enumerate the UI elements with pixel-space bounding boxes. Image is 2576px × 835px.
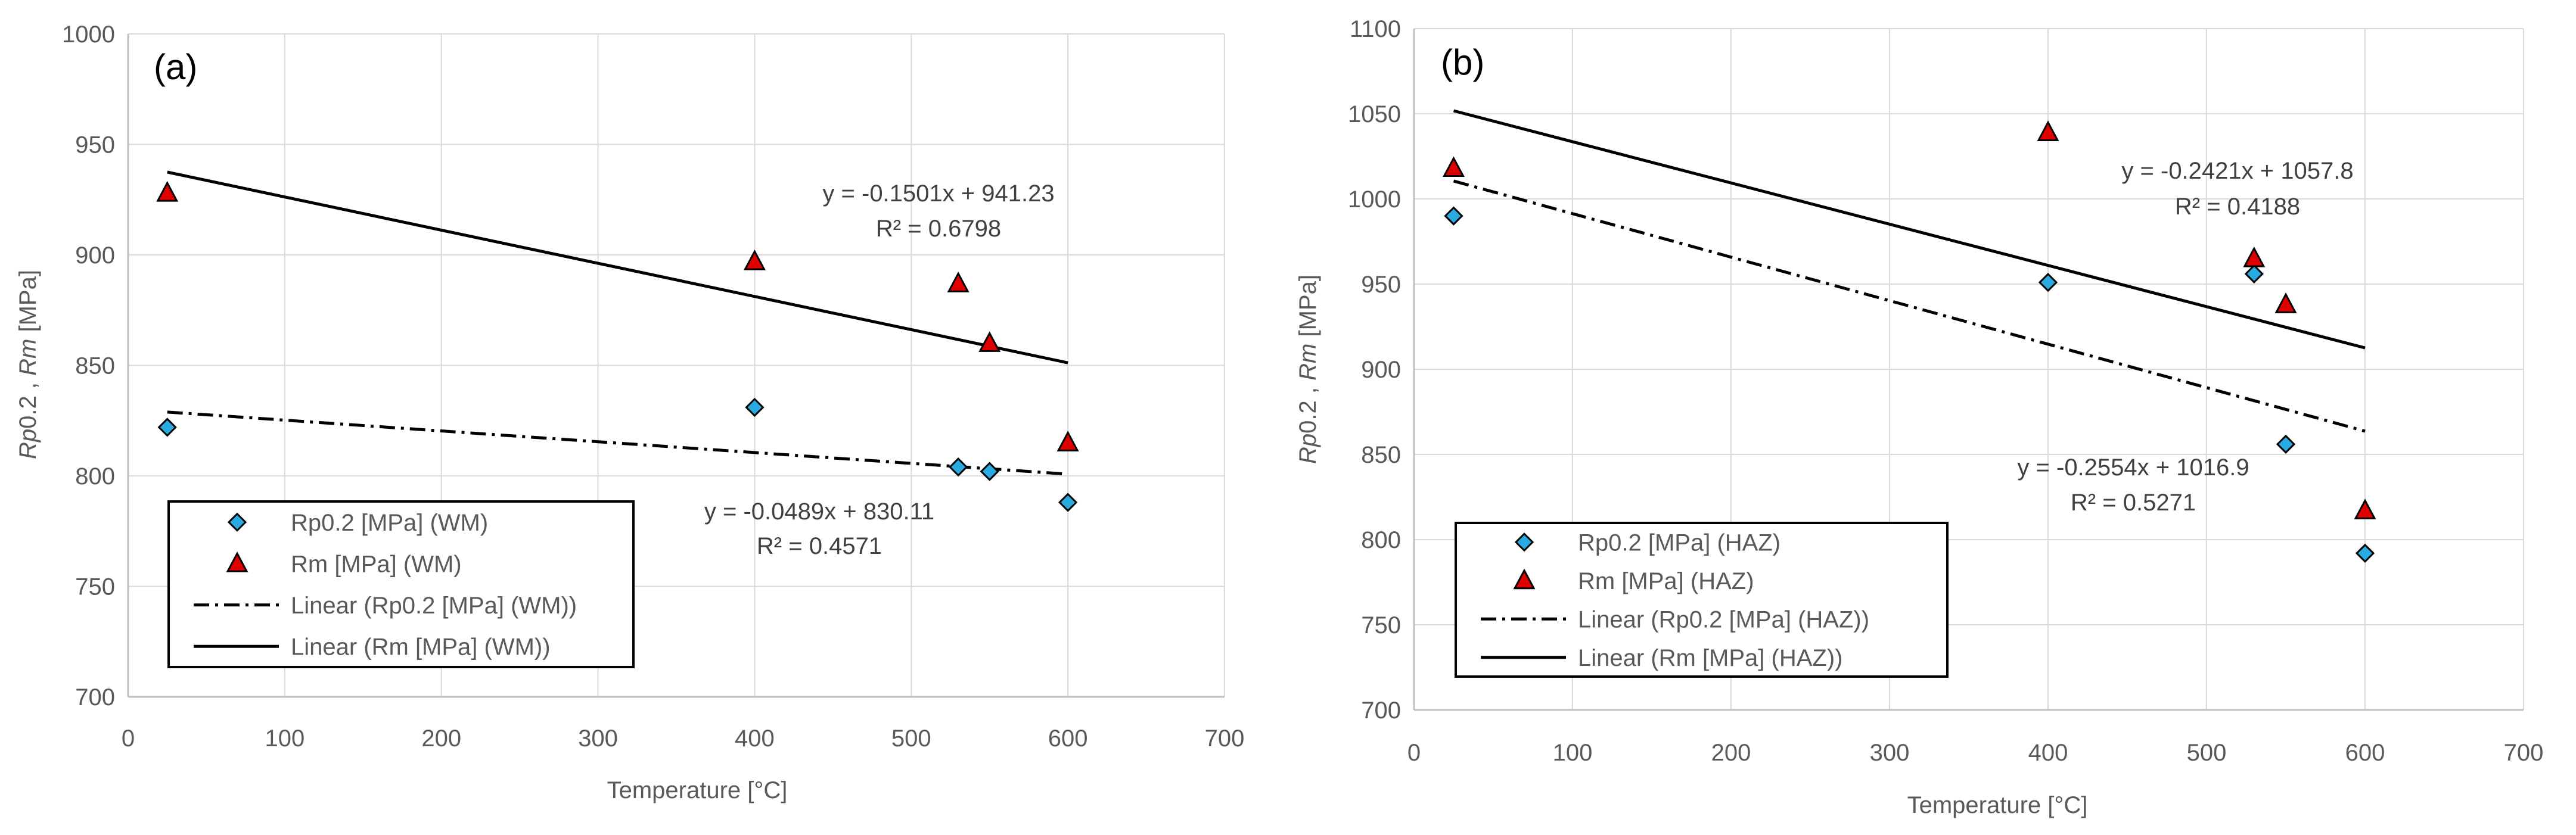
legend: Rp0.2 [MPa] (WM) Rm [MPa] (WM) Linear (Rp0…	[167, 500, 635, 668]
data-point-diamond	[2276, 434, 2296, 454]
data-point-diamond	[980, 462, 999, 481]
legend-label: Linear (Rm [MPa] (WM))	[291, 634, 551, 660]
data-point-triangle	[2354, 498, 2376, 519]
data-point-diamond	[1058, 493, 1078, 512]
legend-label: Rm [MPa] (WM)	[291, 551, 462, 577]
y-tick-label: 850	[75, 353, 115, 379]
data-point-diamond	[1444, 206, 1463, 226]
y-axis-title: Rp0.2 , Rm [MPa]	[15, 270, 41, 459]
legend-label: Linear (Rp0.2 [MPa] (HAZ))	[1578, 606, 1869, 633]
legend-label: Rp0.2 [MPa] (WM)	[291, 510, 488, 536]
x-tick-label: 700	[1205, 725, 1245, 752]
trendline	[167, 170, 1068, 364]
y-tick-label: 800	[75, 463, 115, 490]
panel-label: (b)	[1441, 42, 1484, 82]
y-tick-label: 850	[1361, 442, 1401, 468]
trendline-r2: R² = 0.4571	[757, 533, 882, 559]
x-tick-label: 400	[2028, 740, 2068, 766]
y-tick-label: 950	[1361, 272, 1401, 298]
legend-label: Rm [MPa] (HAZ)	[1578, 568, 1754, 594]
legend: Rp0.2 [MPa] (HAZ) Rm [MPa] (HAZ) Linear (R…	[1455, 522, 1949, 678]
x-tick-label: 500	[891, 725, 931, 752]
y-tick-label: 700	[75, 684, 115, 711]
y-axis-title-part: 0.2 ,	[15, 376, 41, 429]
trendline-equation: y = -0.1501x + 941.23	[822, 180, 1054, 207]
x-tick-label: 0	[122, 725, 135, 752]
trendline	[1453, 179, 2366, 433]
chart-panel-a: 0 100 200 300 400 500 600 700 700 750 800 850 900 950…	[15, 21, 1244, 803]
legend-marker-diamond	[1514, 532, 1534, 552]
y-tick-label: 750	[1361, 612, 1401, 638]
y-tick-label: 800	[1361, 527, 1401, 553]
trendline-equation: y = -0.2554x + 1016.9	[2017, 454, 2249, 481]
x-axis-title: Temperature [°C]	[607, 777, 788, 803]
x-tick-label: 200	[1711, 740, 1751, 766]
y-tick-label: 900	[1361, 357, 1401, 383]
data-point-triangle	[2037, 120, 2059, 141]
data-point-triangle	[947, 272, 970, 292]
data-point-diamond	[2038, 273, 2058, 292]
y-tick-label: 750	[75, 574, 115, 600]
y-tick-label: 700	[1361, 697, 1401, 724]
legend-label: Linear (Rp0.2 [MPa] (WM))	[291, 593, 577, 619]
x-tick-label: 0	[1407, 740, 1421, 766]
y-axis-title-part: [MPa]	[1295, 275, 1321, 344]
y-tick-label: 1000	[62, 21, 115, 48]
data-point-diamond	[745, 397, 765, 418]
y-tick-label: 1050	[1348, 101, 1401, 127]
data-point-triangle	[743, 249, 766, 270]
y-axis-title-part: Rp	[15, 429, 41, 459]
data-point-diamond	[157, 418, 177, 437]
y-axis-title-part: 0.2 ,	[1295, 381, 1321, 434]
legend-marker-diamond	[227, 512, 247, 532]
y-axis-title: Rp0.2 , Rm [MPa]	[1295, 275, 1321, 464]
trendline-equation: y = -0.2421x + 1057.8	[2121, 158, 2353, 184]
panel-label: (a)	[154, 47, 197, 87]
x-tick-label: 600	[1048, 725, 1088, 752]
y-axis-title-part: Rp	[1295, 434, 1321, 464]
trendline-r2: R² = 0.5271	[2071, 490, 2196, 516]
y-tick-label: 900	[75, 242, 115, 269]
legend-label: Rp0.2 [MPa] (HAZ)	[1578, 529, 1780, 556]
x-tick-label: 100	[1553, 740, 1593, 766]
data-point-triangle	[1056, 431, 1079, 451]
x-tick-label: 200	[421, 725, 461, 752]
y-tick-label: 1100	[1350, 16, 1401, 42]
data-point-triangle	[978, 331, 1001, 352]
x-tick-label: 400	[735, 725, 775, 752]
trendline-r2: R² = 0.4188	[2175, 194, 2300, 220]
trendline	[1453, 109, 2366, 350]
x-tick-label: 600	[2345, 740, 2385, 766]
legend-box	[167, 500, 635, 668]
trendline-equation: y = -0.0489x + 830.11	[704, 498, 934, 525]
y-tick-label: 1000	[1348, 186, 1401, 213]
trendline-r2: R² = 0.6798	[876, 216, 1001, 242]
legend-box	[1455, 522, 1949, 678]
x-axis-title: Temperature [°C]	[1907, 792, 2088, 818]
x-tick-label: 300	[1870, 740, 1910, 766]
data-point-triangle	[2274, 292, 2297, 313]
data-point-triangle	[2243, 246, 2266, 267]
x-tick-label: 100	[265, 725, 304, 752]
legend-marker-triangle	[226, 552, 248, 572]
y-axis-title-part: Rm	[15, 339, 41, 376]
y-axis-title-part: [MPa]	[15, 270, 41, 339]
data-point-triangle	[1443, 156, 1465, 177]
data-point-diamond	[2244, 264, 2264, 283]
data-point-diamond	[2355, 543, 2375, 563]
legend-marker-triangle	[1513, 568, 1536, 590]
y-axis-title-part: Rm	[1295, 344, 1321, 381]
x-tick-label: 500	[2187, 740, 2227, 766]
y-tick-label: 950	[75, 132, 115, 158]
legend-label: Linear (Rm [MPa] (HAZ))	[1578, 645, 1843, 671]
trendline	[167, 410, 1068, 476]
data-point-triangle	[156, 180, 179, 202]
x-tick-label: 300	[578, 725, 618, 752]
data-point-diamond	[949, 457, 968, 477]
chart-panel-b: 0 100 200 300 400 500 600 700 700 750 800 850 900 950…	[1295, 16, 2543, 818]
x-tick-label: 700	[2504, 740, 2544, 766]
